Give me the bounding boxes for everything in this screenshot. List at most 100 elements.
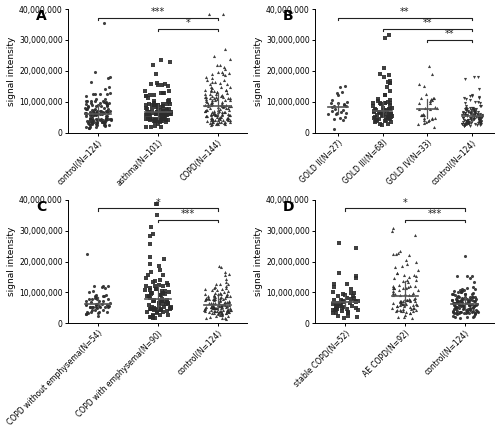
Point: [94, 295, 102, 302]
Point: [104, 304, 112, 311]
Point: [160, 255, 168, 262]
Point: [338, 88, 345, 95]
Point: [156, 291, 164, 298]
Point: [220, 103, 228, 110]
Point: [144, 101, 152, 108]
Point: [154, 307, 162, 314]
Point: [156, 119, 164, 126]
Point: [460, 304, 468, 311]
Point: [418, 111, 426, 118]
Point: [388, 289, 396, 296]
Point: [150, 115, 158, 122]
Point: [158, 297, 166, 304]
Point: [146, 294, 154, 301]
Point: [100, 19, 108, 26]
Point: [146, 240, 154, 247]
Point: [156, 115, 164, 122]
Point: [460, 110, 468, 116]
Point: [378, 122, 386, 129]
Point: [468, 92, 476, 99]
Point: [396, 247, 404, 254]
Point: [466, 114, 473, 121]
Point: [218, 110, 226, 117]
Point: [104, 282, 112, 289]
Point: [416, 111, 424, 118]
Point: [164, 300, 172, 307]
Point: [143, 106, 151, 113]
Point: [470, 313, 478, 320]
Point: [82, 310, 90, 317]
Point: [370, 109, 378, 116]
Point: [452, 310, 460, 317]
Point: [352, 305, 360, 312]
Point: [224, 105, 232, 112]
Point: [420, 120, 428, 126]
Point: [465, 119, 473, 126]
Point: [224, 281, 232, 288]
Point: [152, 201, 160, 208]
Point: [102, 114, 110, 121]
Point: [167, 108, 175, 115]
Point: [458, 295, 466, 302]
Point: [158, 82, 166, 89]
Point: [107, 117, 115, 124]
Point: [332, 303, 340, 310]
Point: [468, 294, 476, 301]
Point: [475, 117, 483, 124]
Point: [218, 101, 226, 108]
Point: [410, 294, 418, 301]
Point: [471, 294, 479, 301]
Point: [377, 100, 385, 107]
Point: [103, 309, 111, 316]
Point: [410, 232, 418, 239]
Point: [88, 113, 96, 120]
Point: [158, 298, 166, 305]
Point: [475, 113, 483, 120]
Point: [396, 298, 404, 305]
Point: [340, 314, 347, 321]
Point: [222, 87, 230, 94]
Point: [144, 109, 152, 116]
Point: [96, 110, 104, 117]
Point: [385, 106, 393, 113]
Point: [464, 116, 472, 123]
Point: [422, 118, 430, 125]
Point: [216, 263, 224, 270]
Point: [466, 301, 473, 308]
Point: [210, 110, 218, 116]
Point: [402, 257, 410, 264]
Point: [466, 96, 473, 103]
Point: [402, 309, 410, 316]
Point: [82, 97, 90, 104]
Point: [152, 286, 160, 293]
Point: [470, 311, 478, 318]
Point: [104, 116, 112, 123]
Point: [449, 313, 457, 320]
Text: ***: ***: [180, 209, 195, 219]
Point: [226, 298, 234, 305]
Point: [88, 120, 96, 127]
Point: [158, 110, 166, 116]
Point: [204, 100, 212, 107]
Point: [222, 114, 230, 121]
Point: [82, 301, 90, 307]
Point: [158, 116, 166, 123]
Point: [465, 300, 473, 307]
Point: [156, 299, 164, 306]
Point: [153, 108, 161, 115]
Point: [144, 94, 152, 101]
Point: [410, 283, 418, 290]
Point: [458, 108, 466, 115]
Point: [385, 115, 393, 122]
Point: [150, 97, 158, 104]
Point: [464, 112, 471, 119]
Point: [106, 116, 114, 123]
Point: [333, 303, 341, 310]
Point: [462, 106, 470, 113]
Point: [210, 291, 218, 298]
Point: [94, 300, 102, 307]
Point: [400, 306, 407, 313]
Point: [466, 122, 473, 129]
Point: [146, 314, 154, 321]
Point: [154, 102, 162, 109]
